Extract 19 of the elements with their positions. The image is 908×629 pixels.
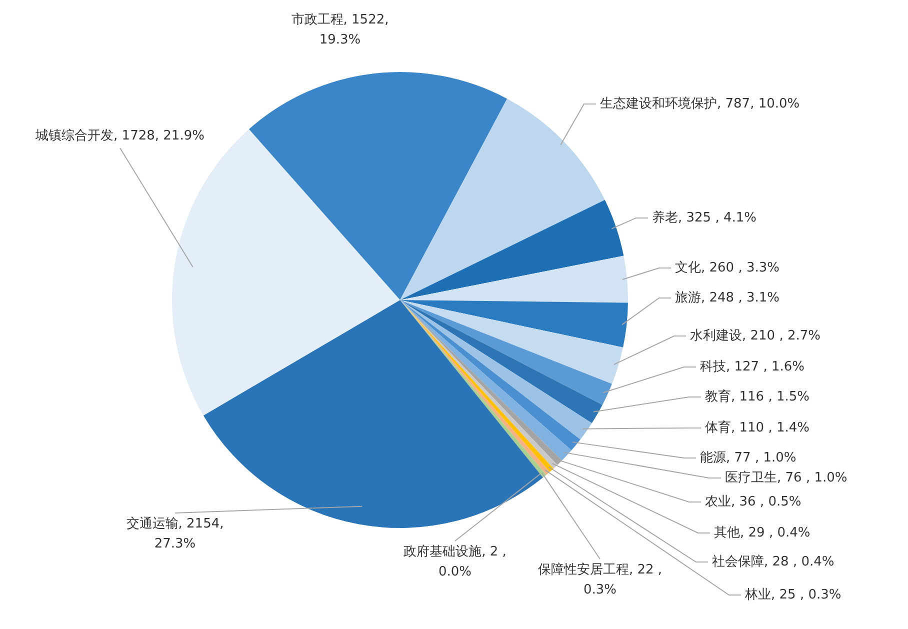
slice-label: 医疗卫生, 76 , 1.0% (725, 470, 848, 486)
slice-label: 林业, 25 , 0.3% (744, 587, 842, 602)
slice-label: 农业, 36 , 0.5% (705, 494, 802, 510)
slice-label: 水利建设, 210 , 2.7% (690, 328, 821, 344)
slice-label: 城镇综合开发, 1728, 21.9% (34, 128, 204, 144)
slice-label: 能源, 77 , 1.0% (700, 450, 796, 466)
slice-label: 社会保障, 28 , 0.4% (712, 554, 834, 570)
slice-label: 养老, 325 , 4.1% (652, 209, 757, 226)
slice-label: 文化, 260 , 3.3% (675, 260, 780, 276)
slice-label: 市政工程, 1522, 19.3% (291, 12, 389, 48)
slice-label: 科技, 127 , 1.6% (700, 359, 805, 374)
slice-label: 教育, 116 , 1.5% (705, 388, 810, 404)
slice-label: 保障性安居工程, 22 , 0.3% (538, 561, 662, 598)
slice-label: 交通运输, 2154, 27.3% (126, 515, 224, 552)
slice-label: 体育, 110 , 1.4% (705, 419, 810, 436)
slice-label: 旅游, 248 , 3.1% (675, 290, 780, 306)
slice-label: 生态建设和环境保护, 787, 10.0% (600, 95, 800, 112)
slice-label: 政府基础设施, 2 , 0.0% (404, 543, 506, 580)
slice-label: 其他, 29 , 0.4% (714, 525, 810, 540)
